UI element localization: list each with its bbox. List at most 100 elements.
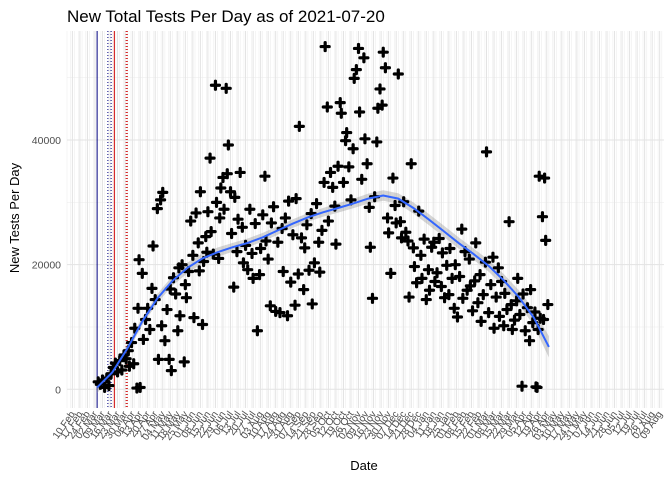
data-point	[341, 126, 353, 139]
data-point	[214, 212, 226, 224]
data-point	[152, 353, 165, 365]
data-point	[322, 215, 334, 227]
data-point	[196, 318, 209, 331]
data-point	[415, 249, 427, 261]
data-point	[477, 288, 489, 301]
data-point	[209, 79, 222, 91]
data-point	[451, 311, 464, 323]
data-point	[343, 161, 355, 173]
data-point	[517, 288, 529, 300]
data-point	[236, 221, 248, 233]
data-point	[267, 201, 280, 213]
data-point	[408, 260, 421, 273]
x-axis-title: Date	[350, 458, 377, 473]
data-point	[334, 97, 346, 109]
data-point	[321, 101, 333, 113]
data-point	[327, 181, 339, 194]
data-point	[205, 226, 217, 238]
data-point	[490, 291, 502, 303]
data-point	[340, 135, 352, 147]
data-point	[182, 265, 195, 278]
data-point	[514, 308, 526, 321]
data-point	[359, 133, 371, 145]
data-point	[103, 379, 115, 392]
data-point	[220, 82, 232, 94]
data-point	[218, 203, 230, 215]
data-point	[395, 232, 408, 244]
data-point	[441, 259, 453, 271]
data-point	[303, 264, 315, 276]
data-point	[350, 64, 362, 76]
data-point	[279, 212, 291, 224]
data-point	[282, 195, 295, 207]
data-point	[454, 270, 466, 283]
data-point	[353, 106, 366, 118]
data-point	[229, 191, 241, 203]
data-point	[151, 202, 163, 215]
data-point	[295, 232, 308, 244]
data-point	[298, 284, 310, 296]
data-point	[308, 257, 321, 269]
data-point	[345, 194, 357, 206]
data-point	[200, 231, 212, 243]
data-point	[407, 242, 419, 254]
data-point	[260, 235, 272, 247]
data-point	[277, 265, 289, 278]
smooth-trend-line	[96, 194, 550, 389]
data-point	[116, 364, 128, 376]
data-point	[221, 168, 233, 180]
data-point	[231, 245, 243, 258]
data-point	[318, 176, 330, 189]
data-point	[431, 267, 443, 279]
data-point	[337, 176, 350, 189]
data-point	[363, 201, 375, 213]
data-point	[179, 279, 191, 291]
data-point	[201, 246, 213, 258]
data-point	[428, 236, 440, 248]
data-point	[402, 235, 414, 247]
data-point	[159, 335, 171, 347]
data-point	[265, 217, 277, 229]
data-point	[443, 288, 455, 301]
data-point	[400, 226, 412, 238]
data-point	[281, 310, 294, 322]
data-point	[161, 303, 173, 316]
data-point	[156, 320, 168, 332]
data-point	[470, 237, 482, 249]
data-point	[511, 295, 523, 307]
data-point	[466, 305, 479, 317]
data-point	[170, 288, 182, 300]
data-point	[178, 356, 190, 368]
data-point	[301, 219, 313, 231]
data-point	[292, 268, 304, 280]
data-point	[457, 292, 469, 304]
data-point	[537, 313, 550, 326]
data-point	[376, 99, 388, 111]
data-point	[374, 83, 386, 95]
data-point	[246, 247, 258, 260]
data-point	[187, 249, 199, 261]
data-point	[306, 298, 318, 310]
data-point	[381, 212, 394, 224]
data-point	[185, 215, 197, 227]
data-point	[215, 182, 227, 194]
data-point	[257, 209, 269, 221]
data-point	[165, 365, 177, 377]
data-point	[164, 283, 176, 295]
data-point	[516, 380, 528, 392]
data-point	[253, 269, 266, 281]
data-point	[172, 325, 184, 337]
data-point	[192, 237, 204, 249]
data-point	[154, 194, 167, 206]
data-point	[213, 252, 225, 265]
data-point	[224, 186, 237, 198]
data-point	[287, 229, 299, 241]
data-point	[487, 251, 499, 263]
data-point	[525, 284, 537, 296]
y-tick-label: 40000	[32, 135, 61, 147]
data-point	[492, 262, 504, 274]
data-point	[444, 242, 456, 255]
data-point	[174, 310, 186, 322]
